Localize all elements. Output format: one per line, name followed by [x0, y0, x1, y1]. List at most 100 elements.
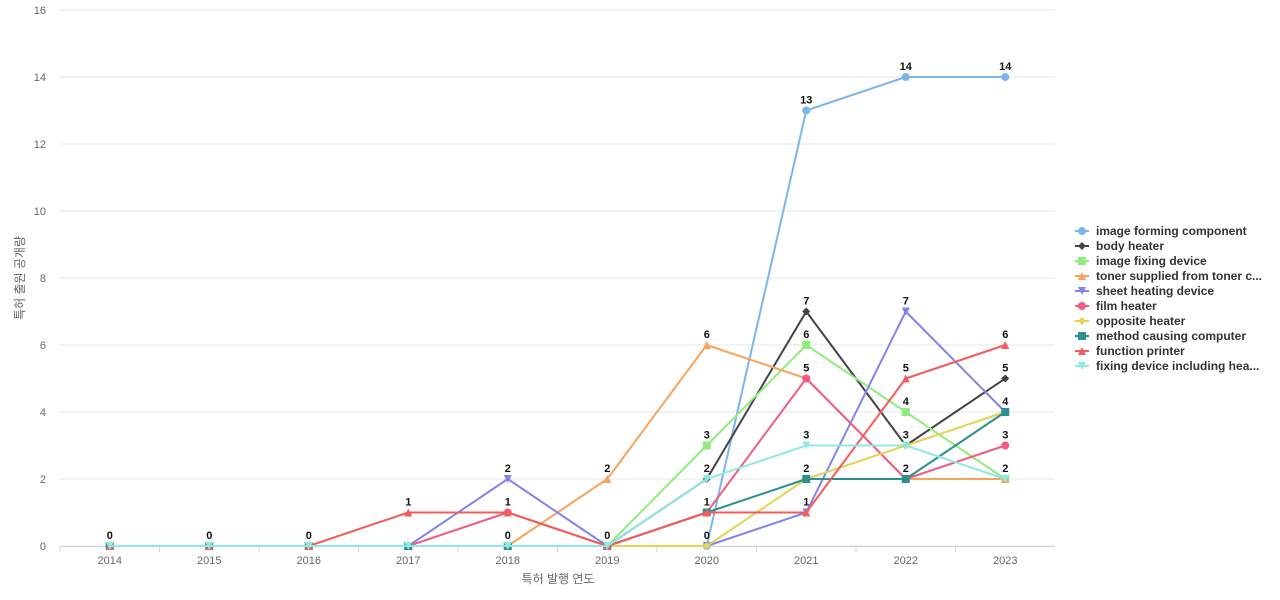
data-point-marker: [901, 475, 910, 483]
legend-item-function-printer[interactable]: function printer: [1075, 344, 1185, 358]
legend-item-fixing-device-including-hea[interactable]: fixing device including hea...: [1075, 359, 1259, 373]
data-point-marker: [802, 341, 811, 349]
legend-label: body heater: [1096, 239, 1164, 253]
x-tick-label: 2017: [396, 555, 420, 567]
legend-item-image-fixing-device[interactable]: image fixing device: [1075, 254, 1207, 268]
data-point-marker: [404, 542, 413, 550]
y-tick-label: 4: [40, 407, 46, 419]
data-label: 1: [704, 497, 710, 509]
legend-marker: [1078, 257, 1086, 265]
data-point-marker: [603, 542, 612, 550]
data-point-marker: [702, 542, 711, 550]
x-tick-label: 2018: [496, 555, 520, 567]
data-label: 14: [900, 61, 913, 73]
series-sheet-heating-device: [105, 307, 1010, 550]
legend-item-image-forming-component[interactable]: image forming component: [1075, 224, 1247, 238]
data-label: 14: [999, 61, 1012, 73]
data-point-marker: [802, 441, 811, 450]
gridlines: [60, 9, 1055, 547]
data-label: 1: [505, 497, 511, 509]
data-label: 5: [903, 363, 909, 375]
legend-marker: [1078, 317, 1086, 325]
y-tick-label: 2: [40, 474, 46, 486]
data-point-marker: [105, 542, 114, 550]
data-point-marker: [702, 341, 711, 349]
data-label: 7: [903, 296, 909, 308]
series-lines: [105, 73, 1010, 550]
series-line: [109, 444, 1006, 547]
y-tick-label: 10: [34, 206, 46, 218]
legend-label: sheet heating device: [1096, 284, 1214, 298]
legend-marker: [1078, 302, 1086, 310]
data-point-marker: [404, 508, 413, 517]
data-point-marker: [503, 542, 512, 550]
data-label: 5: [803, 363, 809, 375]
legend-marker: [1078, 272, 1086, 280]
data-label: 0: [604, 530, 610, 542]
data-label: 0: [107, 530, 113, 542]
data-label: 3: [1002, 430, 1008, 442]
data-label: 0: [704, 530, 710, 542]
data-labels: 0 13 14 14 7 5 3 6 4 2 6 2 7 1 5 3 0 0 2 2 4 0 0 1 0 1 1 5 6 2 3 3 2: [107, 61, 1013, 542]
legend-label: film heater: [1096, 299, 1157, 313]
legend-item-sheet-heating-device[interactable]: sheet heating device: [1075, 284, 1214, 298]
legend-item-opposite-heater[interactable]: opposite heater: [1075, 314, 1186, 328]
legend-marker: [1078, 242, 1086, 250]
data-point-marker: [503, 508, 512, 517]
data-point-marker: [901, 307, 910, 316]
y-tick-label: 14: [34, 72, 46, 84]
legend-marker: [1078, 362, 1086, 370]
x-tick-label: 2021: [794, 555, 818, 567]
data-point-marker: [901, 73, 910, 81]
legend-item-method-causing-computer[interactable]: method causing computer: [1075, 329, 1246, 343]
x-tick-label: 2022: [894, 555, 918, 567]
legend-label: fixing device including hea...: [1096, 359, 1259, 373]
data-point-marker: [1001, 441, 1010, 450]
x-tick-label: 2014: [98, 555, 122, 567]
data-label: 1: [405, 497, 411, 509]
data-label: 0: [206, 530, 212, 542]
y-tick-label: 16: [34, 5, 46, 17]
x-tick-label: 2015: [197, 555, 221, 567]
legend-marker: [1078, 287, 1086, 295]
data-point-marker: [802, 475, 811, 483]
data-point-marker: [1001, 475, 1010, 483]
data-point-marker: [702, 475, 711, 483]
series-line: [109, 377, 1006, 547]
data-label: 6: [704, 329, 710, 341]
legend-marker: [1078, 332, 1086, 340]
data-point-marker: [901, 408, 910, 416]
series-line: [109, 310, 1006, 547]
data-point-marker: [1001, 341, 1010, 349]
legend-label: image forming component: [1096, 224, 1247, 238]
data-label: 2: [604, 463, 610, 475]
data-label: 3: [903, 430, 909, 442]
data-label: 2: [803, 463, 809, 475]
legend-marker: [1078, 347, 1086, 355]
data-point-marker: [702, 508, 711, 517]
data-point-marker: [901, 374, 910, 383]
y-axis-title: 특허 출원 공개량: [13, 236, 27, 320]
legend-item-body-heater[interactable]: body heater: [1075, 239, 1164, 253]
series-line: [109, 76, 1006, 547]
y-tick-label: 12: [34, 139, 46, 151]
data-label: 2: [903, 463, 909, 475]
legend-item-film-heater[interactable]: film heater: [1075, 299, 1157, 313]
data-point-marker: [205, 542, 214, 550]
data-label: 2: [505, 463, 511, 475]
data-point-marker: [802, 307, 811, 316]
data-label: 0: [306, 530, 312, 542]
data-label: 5: [1002, 363, 1008, 375]
series-fixing-device-including-hea: [105, 441, 1010, 550]
data-point-marker: [802, 508, 811, 517]
legend-item-toner-supplied-from-toner-c[interactable]: toner supplied from toner c...: [1075, 269, 1262, 283]
data-point-marker: [503, 475, 512, 483]
data-label: 0: [505, 530, 511, 542]
y-tick-label: 0: [40, 541, 46, 553]
data-label: 2: [704, 463, 710, 475]
data-point-marker: [1001, 408, 1010, 416]
data-label: 13: [800, 95, 812, 107]
data-label: 7: [803, 296, 809, 308]
data-point-marker: [702, 441, 711, 450]
